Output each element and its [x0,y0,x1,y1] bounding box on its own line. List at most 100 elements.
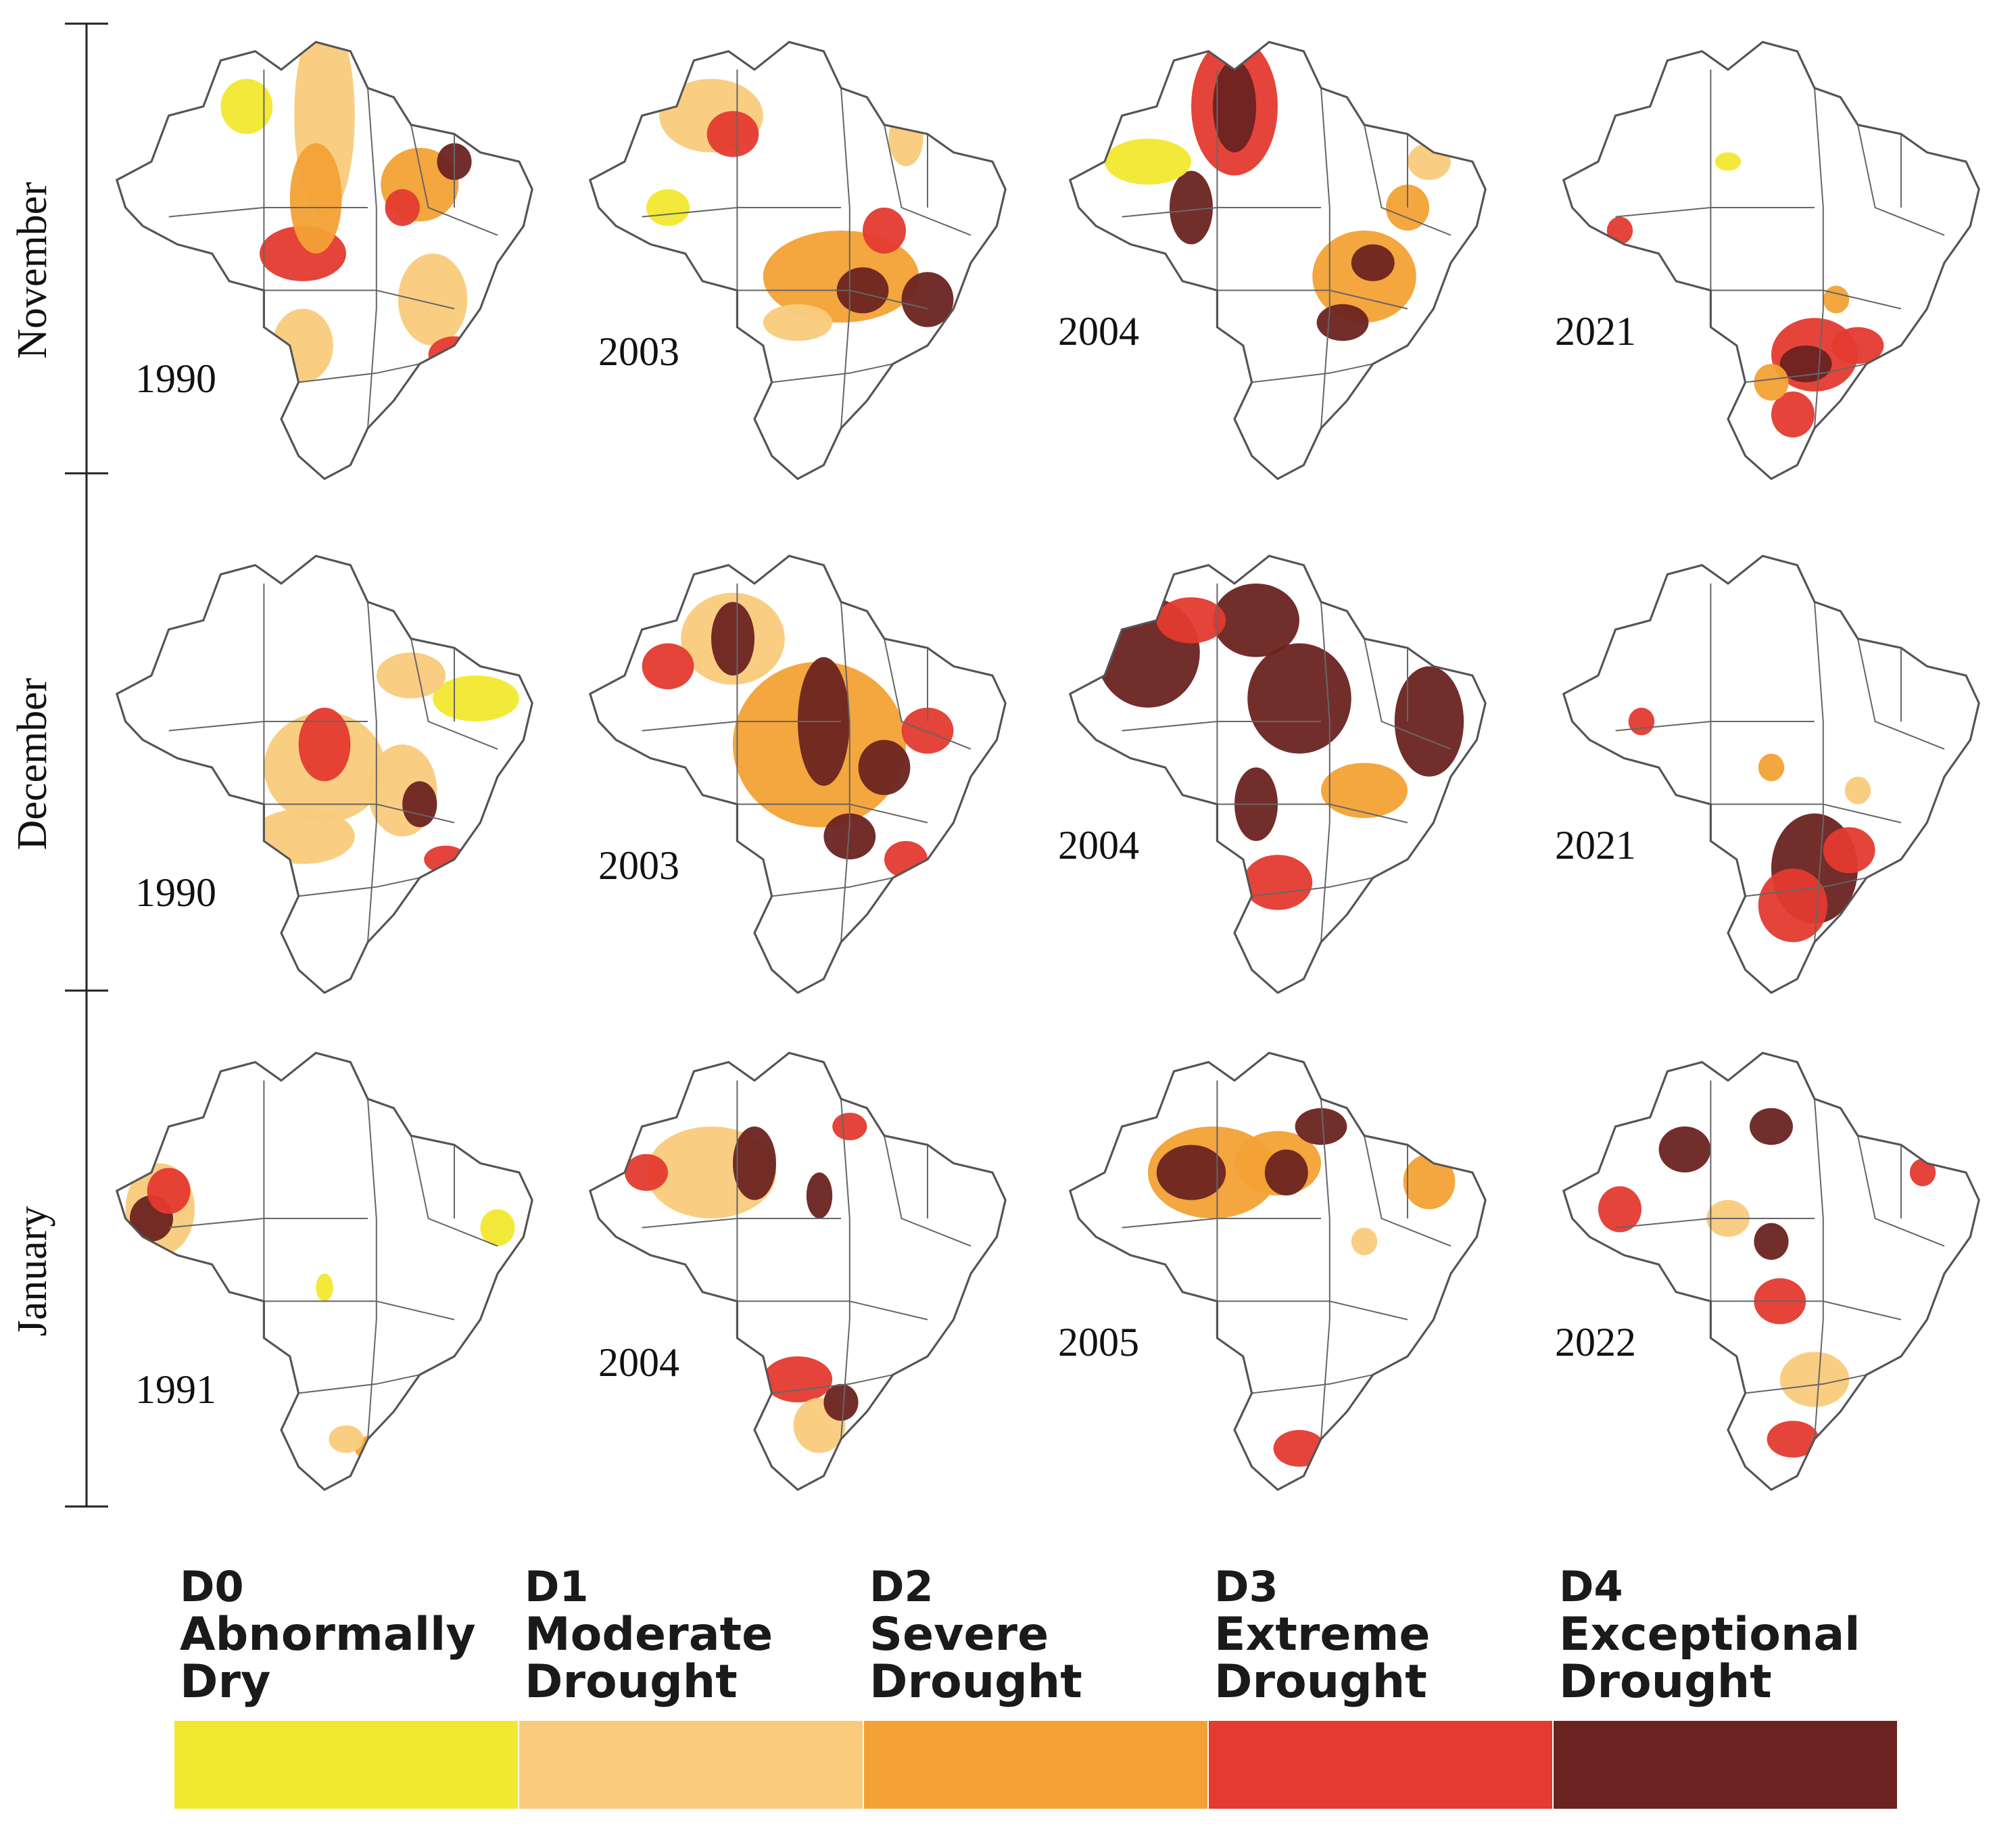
state-border [884,1135,971,1247]
drought-area-d0 [220,78,273,135]
map-panel-december-1990: 1990 [115,554,533,995]
country-border [1562,554,1980,995]
state-border [367,1099,377,1440]
state-border [771,363,894,383]
state-border [1251,1374,1374,1394]
state-border [1814,88,1824,429]
state-border [840,88,850,429]
drought-area-d1 [272,308,333,383]
state-border [1364,124,1451,236]
state-border [884,124,971,236]
state-border [1857,1135,1945,1247]
map-grid: 1990 2003 2004 2021 1990 2003 2004 2021 1991 2004… [115,41,1980,1492]
state-border [1320,602,1330,943]
year-label: 1991 [135,1367,216,1412]
brazil-outline [116,1051,533,1491]
legend-label: Dry [180,1655,270,1709]
drought-area-d4 [402,781,437,828]
drought-area-d2 [1403,1154,1456,1210]
year-label: 2003 [598,329,679,374]
drought-area-d3 [901,707,954,754]
drought-area-d3 [763,1356,833,1402]
legend-label: Moderate [525,1608,773,1661]
drought-area-d3 [1771,392,1815,437]
state-border [1745,1374,1867,1394]
state-border [1217,289,1408,310]
state-border [367,602,377,943]
state-border [264,289,455,310]
year-label: 2021 [1555,823,1636,868]
legend-label: Abnormally [180,1608,476,1661]
map-panel-january-2004: 2004 [588,1051,1007,1492]
state-border [1251,877,1374,897]
drought-area-d1 [888,111,923,166]
legend-label: Drought [525,1655,738,1709]
state-border [1710,803,1902,824]
drought-area-d0 [1105,139,1191,185]
state-border [771,877,894,897]
state-border [1857,638,1945,750]
country-border [1068,41,1487,481]
map-panel-november-2004: 2004 [1058,41,1487,481]
drought-area-d4 [1394,666,1464,777]
year-label: 2021 [1555,309,1636,354]
drought-area-d4 [858,740,911,795]
state-border [1710,1300,1902,1321]
drought-area-d4 [823,1383,859,1421]
brazil-outline [1069,41,1487,480]
state-border [410,124,498,236]
legend: D0AbnormallyDryD1ModerateDroughtD2Severe… [174,1562,1897,1809]
state-border [771,1374,894,1394]
map-panel-january-2022: 2022 [1555,1051,1980,1492]
year-label: 2003 [598,843,679,888]
legend-code: D1 [525,1562,589,1611]
country-border [115,554,533,995]
country-border [1562,1051,1980,1492]
drought-area-d4 [1156,1145,1226,1200]
drought-area-d1 [251,809,355,864]
drought-area-d3 [1823,827,1875,874]
state-border [1251,363,1374,383]
country-border [115,41,533,481]
drought-area-d1 [1351,1227,1378,1256]
drought-area-d3 [1606,216,1633,245]
drought-area-d3 [1598,1186,1641,1233]
legend-swatch [1209,1721,1552,1809]
map-panel-january-1991: 1991 [115,1051,533,1492]
map-panel-november-2003: 2003 [588,41,1007,481]
drought-area-d1 [1779,1352,1850,1407]
drought-area-d4 [1295,1108,1347,1145]
drought-area-d3 [1767,1421,1819,1458]
drought-area-d3 [706,111,759,158]
drought-area-d2 [1823,285,1850,314]
map-panel-december-2004: 2004 [1058,554,1487,995]
drought-area-d3 [832,1112,867,1141]
drought-area-d4 [733,1126,776,1200]
legend-label: Drought [1559,1655,1772,1709]
drought-area-d1 [329,1425,364,1453]
drought-area-d3 [642,643,694,690]
drought-areas [1148,1108,1456,1467]
state-border [737,803,928,824]
drought-area-d3 [1156,597,1226,644]
state-border [1364,638,1451,750]
drought-area-d3 [147,1168,191,1214]
legend-label: Severe [869,1608,1049,1661]
state-border [840,602,850,943]
drought-area-d3 [1628,707,1655,736]
drought-areas [646,78,954,341]
timeline-axis [65,22,108,1508]
legend-label: Drought [1214,1655,1427,1709]
country-border [588,1051,1007,1492]
drought-area-d0 [480,1209,515,1246]
year-label: 1990 [135,870,216,915]
drought-area-d2 [1754,364,1789,401]
drought-area-d4 [1316,304,1369,341]
drought-area-d3 [1243,855,1313,910]
state-border [1217,803,1408,824]
